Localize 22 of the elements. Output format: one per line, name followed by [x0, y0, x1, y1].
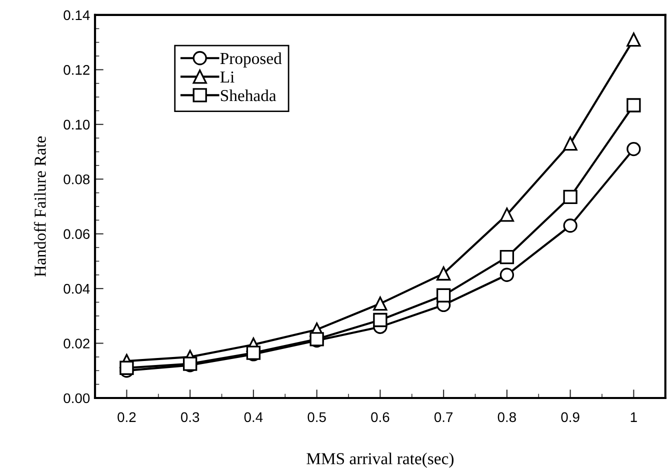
x-tick-label: 0.7	[434, 412, 453, 422]
y-tick-label: 0.06	[64, 229, 90, 240]
x-tick-label: 0.4	[244, 412, 263, 422]
y-axis-title: Handoff Failure Rate	[34, 136, 46, 277]
legend-label: Proposed	[220, 52, 282, 68]
legend-label: Shehada	[220, 89, 276, 102]
x-tick-label: 0.6	[371, 412, 390, 422]
x-tick-label: 0.9	[561, 412, 580, 422]
y-tick-label: 0.08	[64, 174, 90, 184]
y-tick-label: 0.14	[64, 10, 90, 20]
x-tick-label: 1	[630, 412, 637, 422]
x-axis-title: MMS arrival rate(sec)	[306, 452, 454, 468]
y-tick-label: 0.04	[64, 284, 90, 294]
legend-label: Li	[220, 71, 234, 82]
x-tick-label: 0.5	[308, 412, 326, 422]
x-tick-label: 0.3	[180, 412, 200, 422]
y-tick-label: 0.02	[64, 338, 90, 348]
y-tick-label: 0.12	[64, 65, 90, 75]
y-tick-label: 0.00	[64, 393, 90, 404]
y-tick-label: 0.10	[64, 120, 90, 130]
x-tick-label: 0.2	[118, 412, 136, 422]
x-tick-label: 0.8	[498, 412, 516, 422]
